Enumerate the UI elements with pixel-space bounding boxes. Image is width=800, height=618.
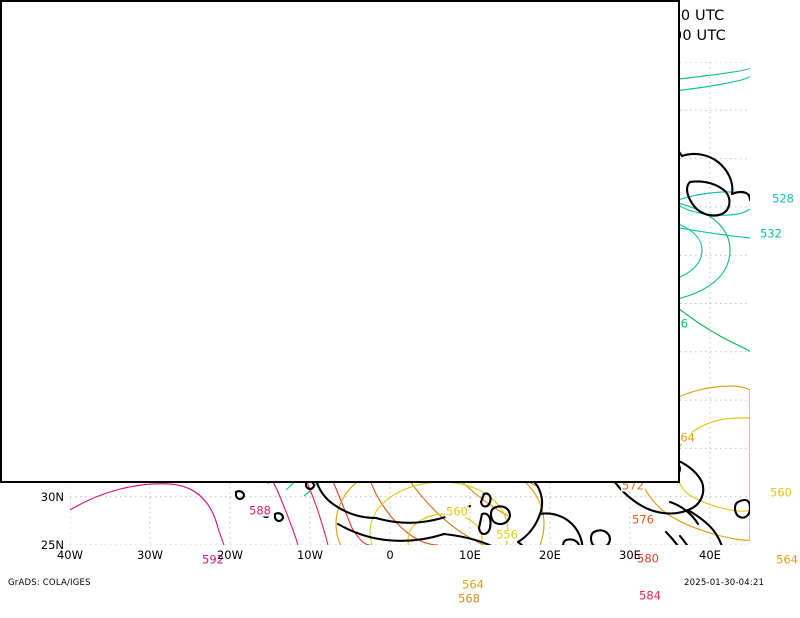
x-tick-label: 40E <box>699 548 721 562</box>
contour-label: 564 <box>775 552 799 567</box>
contour-label: 564 <box>672 430 696 445</box>
contour-label: 548 <box>407 182 431 197</box>
contour-label: 556 <box>616 366 640 381</box>
contour-label: 584 <box>638 588 662 603</box>
contour-label: 584 <box>294 462 318 477</box>
y-tick-label: 55N <box>40 248 64 263</box>
chart-header: GFS-NCEP/USA ( . x . degree ) <500hPa> H… <box>0 0 800 52</box>
x-tick-label: 0 <box>386 548 394 562</box>
units-note: ( . x . degree ) <box>182 11 276 22</box>
contour-label: 560 <box>769 485 793 500</box>
x-tick-label: 30W <box>136 548 164 562</box>
x-tick-label: 20E <box>539 548 561 562</box>
contour-label: 580 <box>636 551 660 566</box>
y-tick-label: 30N <box>40 489 64 504</box>
model-name: GFS-NCEP/USA <box>22 8 134 24</box>
x-tick-label: 40W <box>56 548 84 562</box>
contour-label: 568 <box>457 591 481 606</box>
y-tick-label: 45N <box>40 344 64 359</box>
y-tick-label: 70N <box>40 103 64 118</box>
y-tick-label: 25N <box>40 538 64 552</box>
y-tick-label: 65N <box>40 151 64 166</box>
contour-label: 564 <box>430 285 454 300</box>
contour-label-layer: 492 496 496 500 504 508 512 516 520 524 528 536 532 5… <box>70 62 800 605</box>
contour-label: 540 <box>452 139 476 154</box>
contour-label: 564 <box>461 577 485 592</box>
contour-label: 556 <box>495 527 519 542</box>
y-tick-label: 75N <box>40 55 64 69</box>
contour-label: 496 <box>179 316 203 331</box>
contour-label: 568 <box>408 322 432 337</box>
contour-label: 588 <box>248 503 272 518</box>
contour-label: 496 <box>171 239 195 254</box>
source-credit: GrADS: COLA/IGES <box>8 578 91 588</box>
x-tick-label: 30E <box>619 548 641 562</box>
contour-label: 580 <box>322 428 346 443</box>
contour-label: 532 <box>759 226 783 241</box>
y-tick-label: 40N <box>40 393 64 408</box>
contour-label: 568 <box>606 450 630 465</box>
y-axis-labels: 25N 30N 35N 40N 45N 50N 55N 60N 65N 70N 75N <box>22 55 68 552</box>
contour-label: 556 <box>496 299 520 314</box>
contour-label: 504 <box>175 339 199 354</box>
level-field-label: <500hPa> Height,Temperature <box>10 28 246 44</box>
contour-label: 572 <box>621 478 645 493</box>
contour-label: 572 <box>366 365 390 380</box>
y-tick-label: 35N <box>40 441 64 456</box>
initialisation-time: initialisation: 2025.01.30. 00:00 UTC <box>452 8 725 24</box>
contour-label: 560 <box>599 385 623 400</box>
run-timestamp: 2025-01-30-04:21 <box>684 578 765 588</box>
contour-label: 552 <box>420 208 444 223</box>
contour-label: 492 <box>135 242 159 257</box>
y-tick-label: 60N <box>40 199 64 214</box>
x-tick-label: 10W <box>296 548 324 562</box>
contour-label: 560 <box>425 257 449 272</box>
x-axis-labels: 40W 30W 20W 10W 0 10E 20E 30E 40E <box>57 548 750 566</box>
y-tick-label: 50N <box>40 296 64 311</box>
x-tick-label: 20W <box>216 548 244 562</box>
contour-label: 528 <box>771 191 795 206</box>
contour-label: 576 <box>342 395 366 410</box>
contour-label: 576 <box>631 512 655 527</box>
contour-label: 560 <box>445 504 469 519</box>
contour-label: 536 <box>138 421 162 436</box>
contour-label: 592 <box>201 552 225 567</box>
x-tick-label: 10E <box>459 548 481 562</box>
contour-label: 536 <box>650 126 674 141</box>
contour-label: 544 <box>395 159 419 174</box>
contour-label: 556 <box>433 232 457 247</box>
valid-time: valid(+48h): 2025.FEB.01 00:00 UTC <box>452 28 726 44</box>
contour-label: 532 <box>636 144 660 159</box>
